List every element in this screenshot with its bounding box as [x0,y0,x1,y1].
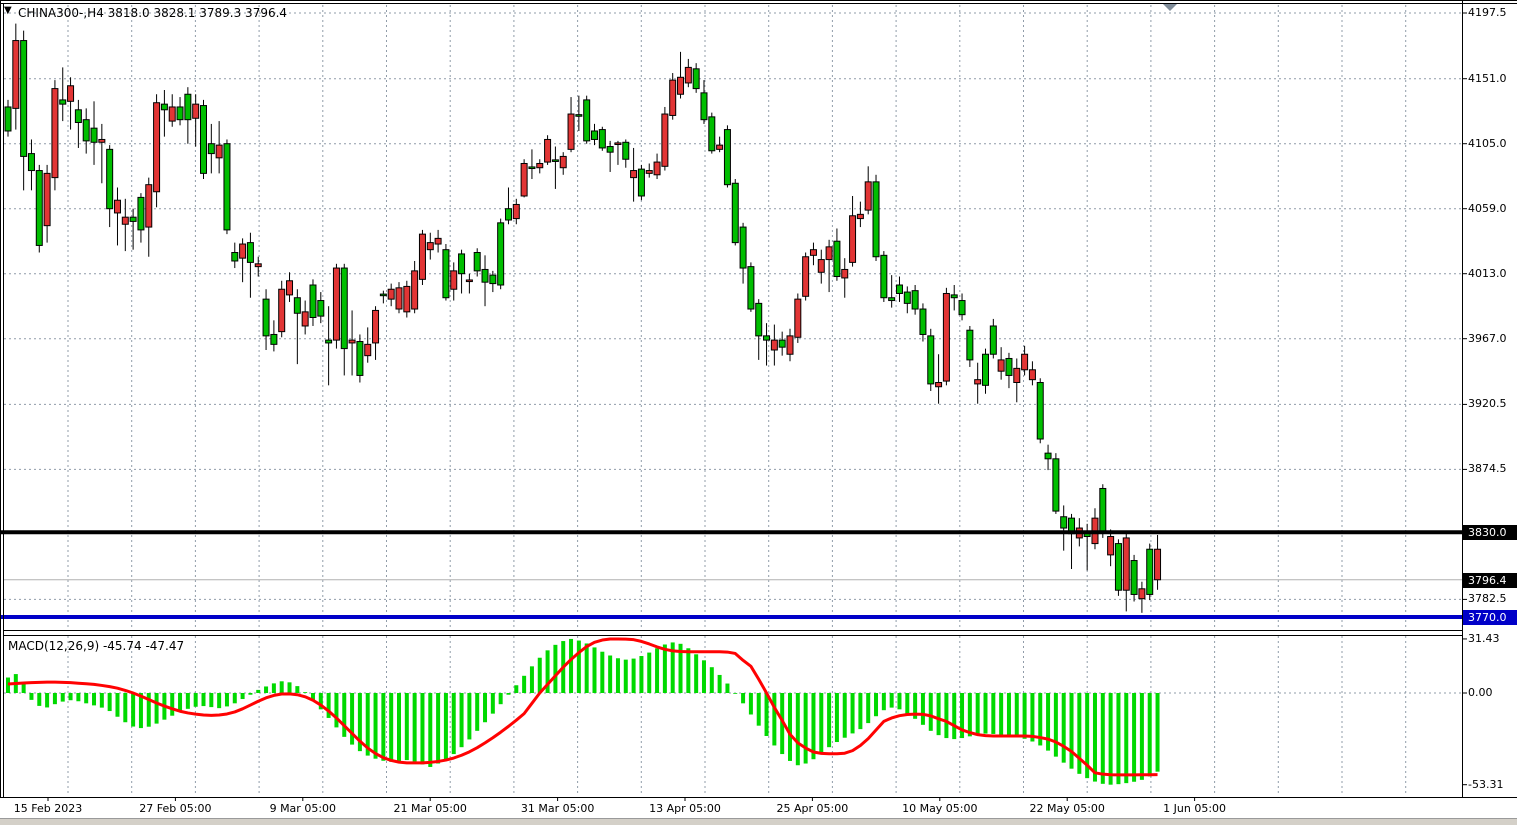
price-tick-label: 3920.5 [1468,397,1507,411]
macd-indicator-label: MACD(12,26,9) -45.74 -47.47 [8,639,185,653]
price-tick-label: 4151.0 [1468,71,1507,85]
time-tick-label: 10 May 05:00 [902,802,978,815]
price-tick-label: 3967.0 [1468,331,1507,345]
time-tick-label: 1 Jun 05:00 [1163,802,1227,815]
macd-tick-label: -53.31 [1468,777,1504,791]
chart-shift-marker-icon[interactable] [1163,4,1177,11]
macd-tick-label: 31.43 [1468,631,1500,645]
time-tick-label: 21 Mar 05:00 [393,802,467,815]
price-tick-label: 4059.0 [1468,201,1507,215]
price-badge-hline-3770: 3770.0 [1463,610,1517,626]
time-tick-label: 22 May 05:00 [1029,802,1105,815]
macd-histogram [6,638,1160,785]
price-tick-label: 4013.0 [1468,266,1507,280]
macd-signal-line [7,637,1158,777]
time-tick-label: 27 Feb 05:00 [139,802,212,815]
candlestick-series [4,23,1162,613]
price-badge-bid: 3796.4 [1463,572,1517,588]
time-tick-label: 31 Mar 05:00 [520,802,595,815]
time-tick-label: 13 Apr 05:00 [649,802,721,815]
price-tick-label: 3782.5 [1468,592,1507,606]
price-badge-hline-3830: 3830.0 [1463,525,1517,541]
price-tick-label: 4105.0 [1468,136,1507,150]
macd-tick-label: 0.00 [1468,686,1493,699]
time-tick-label: 25 Apr 05:00 [776,802,849,815]
window-bottom-strip [0,818,1517,825]
axis-ticks [47,12,1467,801]
time-tick-label: 9 Mar 05:00 [269,802,337,815]
time-tick-label: 15 Feb 2023 [13,802,83,815]
chart-title: CHINA300-,H4 3818.0 3828.1 3789.3 3796.4 [18,6,288,20]
pane-borders [0,0,1517,798]
price-tick-label: 3874.5 [1468,462,1507,476]
symbol-dropdown-icon[interactable]: ▼ [4,5,12,16]
price-tick-label: 4197.5 [1468,6,1507,19]
